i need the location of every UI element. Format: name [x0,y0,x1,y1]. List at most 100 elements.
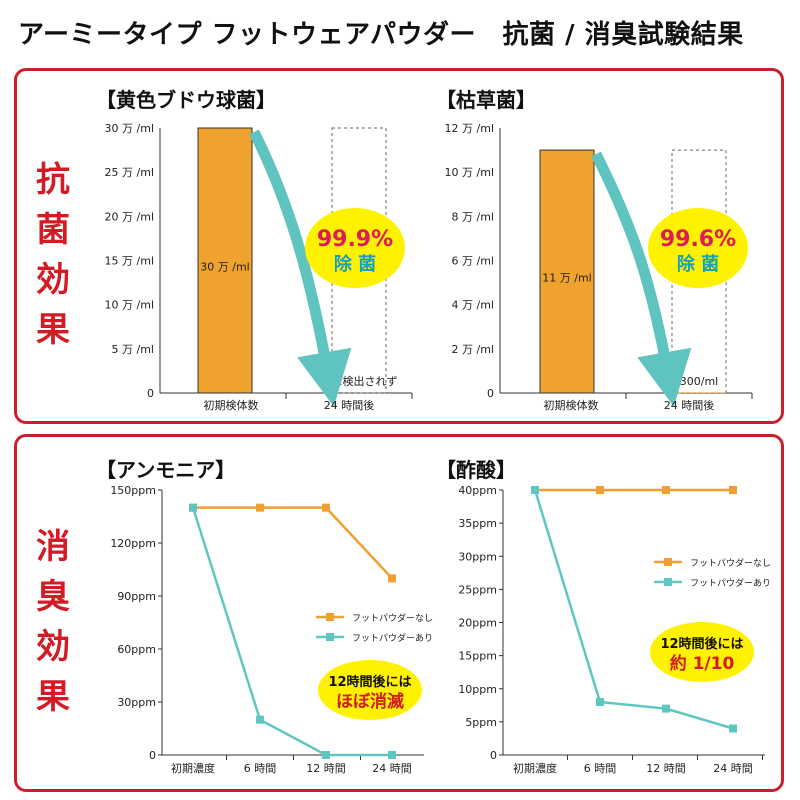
subtilis-y-tick-label: 6 万 /ml [452,255,494,268]
ammonia-data-point [388,574,396,583]
antibacterial-label-char: 果 [36,310,70,350]
acetic-y-tick-label: 35ppm [458,517,497,530]
subtilis-y-tick-label: 0 [487,387,494,400]
acetic-legend-marker [664,558,672,566]
subtilis-bar-initial-label: 11 万 /ml [542,272,591,285]
subtilis-y-tick-label: 2 万 /ml [452,343,494,356]
deodorant-label-char: 消 [36,527,70,567]
staph-y-tick-label: 15 万 /ml [105,255,154,268]
ammonia-y-tick-label: 90ppm [117,590,156,603]
subtilis-bar-24h [672,392,726,393]
subtilis-x-category-label: 初期検体数 [544,398,599,412]
acetic-badge-line1: 12時間後には [660,636,743,652]
staph-chart-title: 【黄色ブドウ球菌】 [96,88,276,112]
subtilis-y-tick-label: 12 万 /ml [445,122,494,135]
deodorant-label-char: 臭 [36,577,70,617]
deodorant-label-char: 効 [36,627,70,667]
ammonia-x-category-label: 24 時間 [372,762,412,775]
staph-decrease-arrow [249,129,352,407]
acetic-y-tick-label: 20ppm [458,617,497,630]
acetic-data-point [729,486,737,494]
staph-x-category-label: 24 時間後 [324,398,375,412]
staph-y-tick-label: 20 万 /ml [105,210,154,223]
acetic-badge [650,622,754,682]
acetic-legend-marker [664,578,672,586]
subtilis-x-category-label: 24 時間後 [664,398,715,412]
staph-y-tick-label: 0 [147,387,154,400]
ammonia-data-point [322,503,330,512]
acetic-y-tick-label: 25ppm [458,583,497,596]
acetic-y-tick-label: 0 [490,749,497,762]
deodorant-effect-label: 消 臭 効 果 [28,522,78,722]
subtilis-badge-percent: 99.6% [660,227,736,252]
page-title: アーミータイプ フットウェアパウダー 抗菌 / 消臭試験結果 [18,20,744,50]
staph-y-tick-label: 10 万 /ml [105,299,154,312]
subtilis-y-tick-label: 8 万 /ml [452,210,494,223]
staph-bar-initial-label: 30 万 /ml [200,261,249,274]
acetic-x-category-label: 12 時間 [646,762,686,775]
acetic-data-point [596,698,604,706]
acetic-chart-title: 【酢酸】 [436,458,516,482]
staph-badge [305,208,405,288]
acetic-data-point [596,486,604,494]
subtilis-badge-text: 除 菌 [677,253,719,275]
antibacterial-label-char: 効 [36,260,70,300]
acetic-data-point [729,724,737,733]
staph-y-tick-label: 30 万 /ml [105,122,154,135]
staph-badge-percent: 99.9% [317,227,393,252]
antibacterial-label-char: 抗 [36,160,70,200]
ammonia-badge-line1: 12時間後には [328,674,411,690]
ammonia-y-tick-label: 150ppm [110,484,156,497]
subtilis-y-tick-label: 4 万 /ml [452,299,494,312]
ammonia-x-category-label: 12 時間 [306,762,346,775]
acetic-badge-line2: 約 1/10 [670,653,735,674]
antibacterial-effect-label: 抗 菌 効 果 [28,155,78,355]
staph-badge-text: 除 菌 [334,253,376,275]
ammonia-legend-label: フットパウダーなし [352,612,433,624]
ammonia-chart-title: 【アンモニア】 [96,458,236,482]
acetic-legend-label: フットパウダーなし [690,557,771,569]
staph-x-category-label: 初期検体数 [204,398,259,412]
acetic-y-tick-label: 10ppm [458,683,497,696]
ammonia-series-line [191,507,392,757]
subtilis-bar-24h-label: 300/ml [680,375,718,388]
subtilis-chart-title: 【枯草菌】 [436,88,536,112]
deodorant-panel [14,434,784,792]
staph-bar-initial [197,127,253,394]
ammonia-y-tick-label: 60ppm [117,643,156,656]
subtilis-decrease-arrow [591,151,692,407]
acetic-data-point [662,704,670,713]
ammonia-series-line [193,506,393,580]
acetic-y-tick-label: 40ppm [458,484,497,497]
ammonia-data-point [388,751,396,759]
acetic-data-point [662,486,670,494]
ammonia-badge-line2: ほぼ消滅 [336,691,404,712]
staph-y-tick-label: 25 万 /ml [105,166,154,179]
acetic-x-category-label: 初期濃度 [513,761,557,775]
staph-y-tick-label: 5 万 /ml [112,343,154,356]
ammonia-y-tick-label: 120ppm [110,537,156,550]
acetic-y-tick-label: 5ppm [465,716,497,729]
acetic-legend-label: フットパウダーあり [690,577,771,589]
ammonia-legend-marker [326,613,334,621]
ammonia-y-tick-label: 30ppm [117,696,156,709]
subtilis-badge [648,208,748,288]
ammonia-badge [318,660,422,720]
ammonia-x-category-label: 初期濃度 [171,761,215,775]
acetic-x-category-label: 24 時間 [713,762,753,775]
ammonia-data-point [189,503,197,512]
acetic-series-line [533,489,734,730]
acetic-y-tick-label: 15ppm [458,650,497,663]
subtilis-bar-initial [539,149,595,394]
ammonia-data-point [322,751,330,759]
ammonia-legend-marker [326,633,334,641]
deodorant-label-char: 果 [36,677,70,717]
ammonia-legend-label: フットパウダーあり [352,632,433,644]
subtilis-y-tick-label: 10 万 /ml [445,166,494,179]
ammonia-data-point [256,503,264,512]
ammonia-x-category-label: 6 時間 [244,762,277,775]
ammonia-y-tick-label: 0 [149,749,156,762]
acetic-y-tick-label: 30ppm [458,550,497,563]
acetic-data-point [531,486,539,494]
